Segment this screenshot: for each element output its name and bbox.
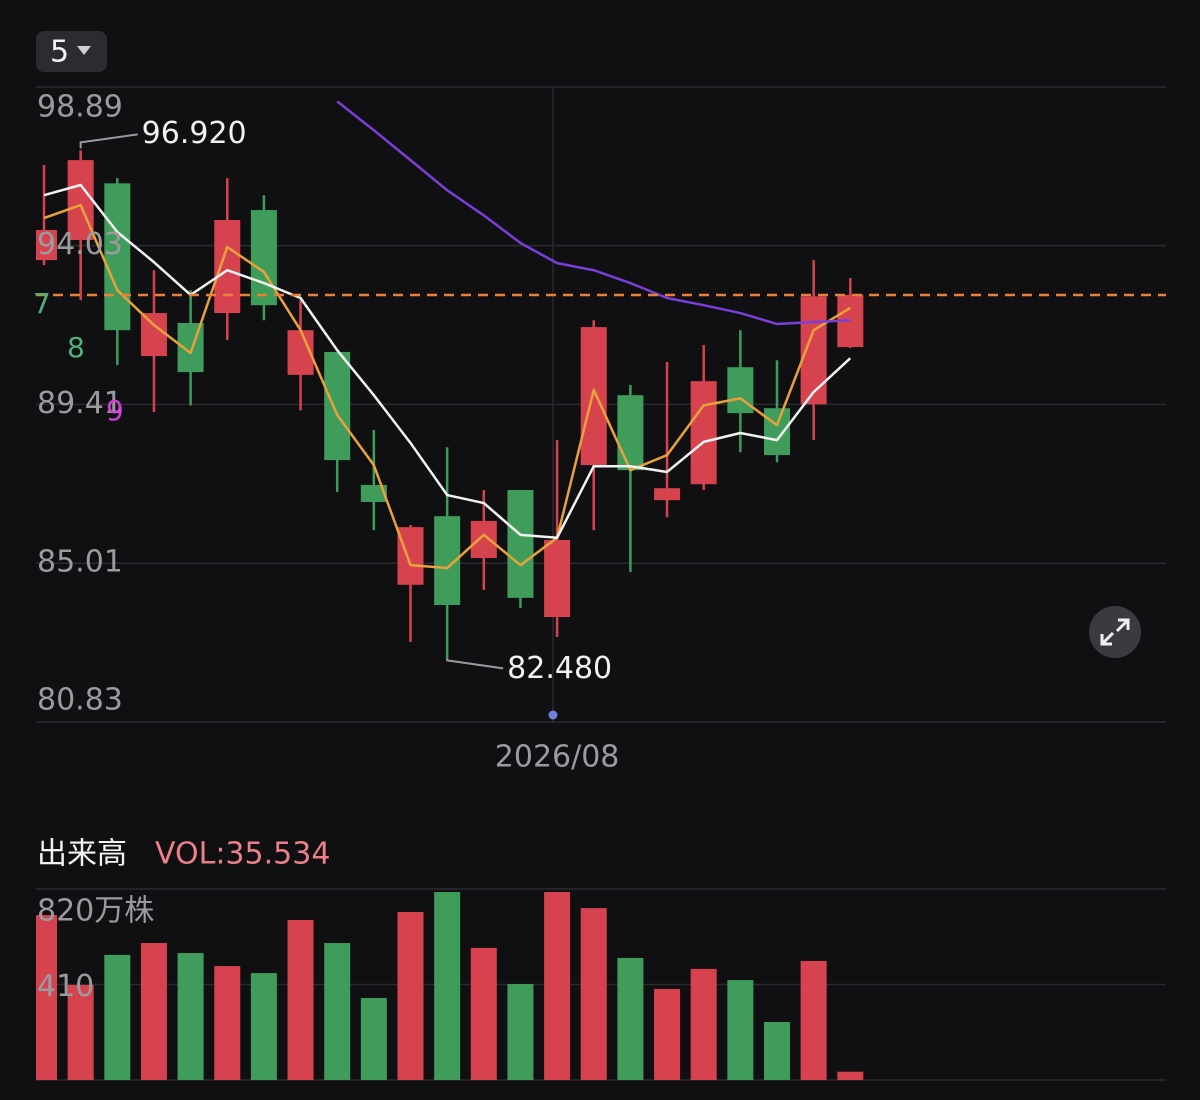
max-label: 96.920 bbox=[142, 116, 247, 151]
ma-line bbox=[43, 203, 851, 570]
candle-body bbox=[360, 484, 387, 502]
volume-title: 出来高 bbox=[37, 837, 127, 872]
max-leader bbox=[79, 133, 138, 149]
volume-bar bbox=[36, 915, 57, 1080]
volume-bar bbox=[214, 966, 241, 1080]
volume-bar bbox=[287, 919, 314, 1080]
volume-bar bbox=[654, 988, 681, 1080]
candle-body bbox=[507, 490, 534, 598]
expand-button[interactable] bbox=[1089, 606, 1141, 658]
min-label: 82.480 bbox=[507, 651, 612, 686]
selector-text[interactable]: 5 bbox=[50, 35, 69, 70]
volume-bar bbox=[324, 943, 351, 1080]
y-tick-label: 820万株 bbox=[37, 894, 154, 929]
selector-arrow[interactable] bbox=[77, 46, 91, 55]
candle-body bbox=[690, 381, 717, 485]
volume-bar bbox=[397, 912, 424, 1080]
volume-current: VOL:35.534 bbox=[155, 837, 330, 872]
volume-bar bbox=[470, 947, 497, 1080]
period-selector[interactable]: 5 bbox=[36, 31, 107, 72]
y-tick-label: 89.41 bbox=[37, 386, 123, 421]
candle-body bbox=[544, 539, 571, 618]
date-dot bbox=[548, 710, 558, 720]
expand-bg[interactable] bbox=[1089, 606, 1141, 658]
candle-body bbox=[214, 220, 241, 314]
volume-bar bbox=[250, 973, 277, 1080]
selector-bg[interactable] bbox=[36, 31, 107, 72]
volume-bar bbox=[727, 980, 754, 1080]
volume-bar bbox=[507, 984, 534, 1080]
y-tick-label: 85.01 bbox=[37, 545, 123, 580]
volume-bar bbox=[764, 1022, 790, 1080]
y-tick-label: 98.89 bbox=[37, 90, 123, 125]
y-tick-label: 94.03 bbox=[37, 227, 123, 262]
volume-bar bbox=[67, 984, 94, 1080]
volume-bar bbox=[177, 953, 204, 1080]
expand-icon[interactable] bbox=[1100, 618, 1130, 646]
min-leader bbox=[446, 658, 504, 670]
ma-value-label: 8 bbox=[67, 331, 85, 364]
volume-bar bbox=[104, 954, 131, 1080]
ma-value-label: 9 bbox=[106, 394, 124, 427]
candle-body bbox=[397, 527, 424, 585]
ma-line bbox=[336, 100, 851, 326]
y-tick-label: 80.83 bbox=[37, 683, 123, 718]
volume-bar bbox=[580, 908, 607, 1080]
candle-body bbox=[36, 229, 57, 261]
volume-bar bbox=[140, 943, 167, 1080]
candle-body bbox=[764, 408, 790, 456]
candle-body bbox=[470, 520, 497, 559]
volume-bar bbox=[434, 892, 461, 1080]
candle-body bbox=[654, 488, 681, 501]
candle-body bbox=[250, 210, 277, 306]
y-tick-label: 410 bbox=[37, 969, 94, 1004]
x-tick-label: 2026/08 bbox=[495, 740, 620, 775]
volume-bar bbox=[690, 968, 717, 1080]
candle-body bbox=[324, 351, 351, 461]
candle-body bbox=[140, 313, 167, 357]
volume-bar bbox=[360, 998, 387, 1080]
volume-bar bbox=[617, 957, 644, 1080]
ma-line bbox=[43, 183, 852, 540]
volume-bar bbox=[544, 892, 571, 1080]
candle-body bbox=[617, 395, 644, 471]
ma-value-label: 7 bbox=[33, 287, 51, 320]
volume-bar bbox=[800, 960, 827, 1080]
volume-bar bbox=[837, 1071, 864, 1080]
candle-body bbox=[104, 183, 131, 331]
candle-body bbox=[580, 327, 607, 466]
